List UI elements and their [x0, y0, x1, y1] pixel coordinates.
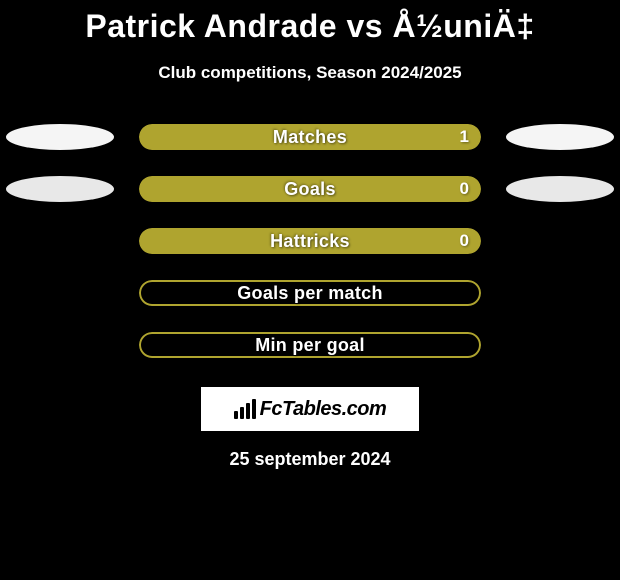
stat-label: Matches [273, 127, 347, 148]
stats-container: Matches 1 Goals 0 Hattricks 0 Goals per match M… [0, 123, 620, 359]
stat-label: Hattricks [270, 231, 350, 252]
ellipse-right [506, 124, 614, 150]
stat-label: Min per goal [255, 335, 365, 356]
brand-chart-icon [234, 399, 256, 419]
stat-bar: Goals per match [139, 280, 481, 306]
stat-bar: Min per goal [139, 332, 481, 358]
ellipse-left [6, 124, 114, 150]
stat-bar: Matches 1 [139, 124, 481, 150]
date-text: 25 september 2024 [229, 449, 390, 470]
stat-row: Goals per match [0, 279, 620, 307]
stat-row: Min per goal [0, 331, 620, 359]
stat-value: 1 [460, 127, 469, 147]
page-title: Patrick Andrade vs Å½uniÄ‡ [85, 8, 534, 45]
brand-text: FcTables.com [260, 398, 387, 421]
stat-label: Goals [284, 179, 336, 200]
brand-box: FcTables.com [201, 387, 419, 431]
stat-row: Matches 1 [0, 123, 620, 151]
ellipse-left [6, 176, 114, 202]
stat-label: Goals per match [237, 283, 383, 304]
brand-icon-bar [240, 407, 244, 419]
brand-icon-bar [234, 411, 238, 419]
stat-row: Goals 0 [0, 175, 620, 203]
ellipse-right [506, 176, 614, 202]
stat-bar: Goals 0 [139, 176, 481, 202]
brand-icon-bar [246, 403, 250, 419]
stat-bar: Hattricks 0 [139, 228, 481, 254]
stat-value: 0 [460, 231, 469, 251]
subtitle: Club competitions, Season 2024/2025 [158, 63, 461, 83]
stat-value: 0 [460, 179, 469, 199]
stat-row: Hattricks 0 [0, 227, 620, 255]
brand-icon-bar [252, 399, 256, 419]
